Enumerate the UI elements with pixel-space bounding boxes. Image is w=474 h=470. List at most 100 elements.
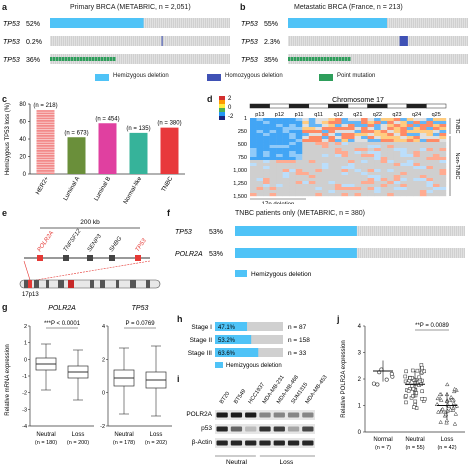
row-tick [166, 18, 167, 28]
heatmap-cell [334, 157, 342, 161]
heatmap-cell [334, 187, 342, 191]
heatmap-cell [413, 136, 421, 140]
heatmap-cell [432, 121, 440, 125]
row-tick [212, 36, 213, 46]
heatmap-cell [315, 178, 323, 182]
row-tick [409, 248, 410, 258]
heatmap-cell [361, 169, 368, 173]
row-tick [116, 54, 117, 64]
row-tick [378, 54, 379, 64]
row-tick [120, 54, 121, 64]
row-tick [112, 36, 113, 46]
scale-label: 2 [228, 96, 232, 102]
data-point [403, 379, 408, 384]
heatmap-cell [263, 151, 270, 155]
group-label: Neutral [226, 459, 248, 466]
heatmap-cell [276, 157, 283, 161]
heatmap-cell [295, 124, 303, 128]
point-mutation-mark [83, 57, 86, 61]
row-tick [164, 54, 165, 64]
heatmap-cell [315, 127, 323, 131]
data-point [411, 386, 416, 391]
row-tick [200, 18, 201, 28]
row-tick [226, 54, 227, 64]
y-tick-label: 1 [24, 341, 27, 347]
heatmap-cell [439, 148, 447, 152]
row-tick [74, 36, 75, 46]
row-tick [224, 18, 225, 28]
heatmap-cell [341, 178, 349, 182]
row-tick [398, 36, 399, 46]
row-tick [174, 36, 175, 46]
heatmap-cell [426, 139, 434, 143]
heatmap-cell [263, 160, 270, 164]
heatmap-cell [256, 139, 264, 143]
bar-n-label: (n = 218) [33, 103, 57, 109]
heatmap-cell [341, 139, 349, 143]
heatmap-cell [315, 133, 323, 137]
point-mutation-mark [294, 57, 297, 61]
heatmap-cell [334, 124, 342, 128]
heatmap-cell [413, 145, 421, 149]
heatmap-cell [315, 166, 323, 170]
heatmap-cell [348, 190, 355, 194]
heatmap-cell [354, 139, 362, 143]
heatmap-cell [367, 154, 375, 158]
point-mutation-mark [291, 57, 294, 61]
heatmap-cell [406, 181, 414, 185]
heatmap-cell [400, 178, 407, 182]
heatmap-cell [334, 175, 342, 179]
row-tick [422, 54, 423, 64]
heatmap-cell [367, 193, 375, 197]
heatmap-cell [393, 145, 401, 149]
heatmap-cell [250, 139, 257, 143]
row-tick [224, 54, 225, 64]
heatmap-cell [308, 160, 316, 164]
bar-value-label: 47.1% [218, 325, 236, 331]
row-tick [431, 248, 432, 258]
heatmap-cell [315, 154, 323, 158]
row-tick [158, 18, 159, 28]
row-tick [156, 18, 157, 28]
heatmap-cell [380, 145, 388, 149]
row-tick [387, 226, 388, 236]
heatmap-cell [308, 145, 316, 149]
row-tick [396, 54, 397, 64]
row-tick [156, 36, 157, 46]
blot-band [302, 440, 314, 446]
blot-band [230, 412, 243, 418]
heatmap-cell [341, 184, 349, 188]
row-tick [352, 54, 353, 64]
heatmap-cell [406, 172, 414, 176]
point-mutation-mark [300, 57, 303, 61]
row-tick [328, 36, 329, 46]
heatmap-cell [269, 157, 277, 161]
heatmap-cell [406, 166, 414, 170]
heatmap-cell [374, 193, 381, 197]
heatmap-cell [406, 145, 414, 149]
row-tick [190, 18, 191, 28]
heatmap-cell [269, 163, 277, 167]
heatmap-cell [302, 175, 309, 179]
heatmap-cell [400, 157, 407, 161]
row-tick [450, 36, 451, 46]
heatmap-cell [367, 169, 375, 173]
row-tick [336, 36, 337, 46]
row-tick [435, 226, 436, 236]
heatmap-cell [308, 169, 316, 173]
heatmap-cell [387, 157, 394, 161]
heatmap-cell [321, 160, 329, 164]
heatmap-cell [413, 118, 421, 122]
heatmap-cell [400, 187, 407, 191]
heatmap-cell [276, 142, 283, 146]
heatmap-cell [387, 127, 394, 131]
category-label: TNBC [161, 175, 175, 193]
heatmap-cell [439, 193, 447, 197]
heatmap-cell [348, 178, 355, 182]
row-tick [371, 226, 372, 236]
heatmap-cell [256, 166, 264, 170]
row-tick [442, 54, 443, 64]
heatmap-cell [315, 172, 323, 176]
row-tick [457, 248, 458, 258]
bar-n-label: (n = 135) [126, 126, 150, 132]
